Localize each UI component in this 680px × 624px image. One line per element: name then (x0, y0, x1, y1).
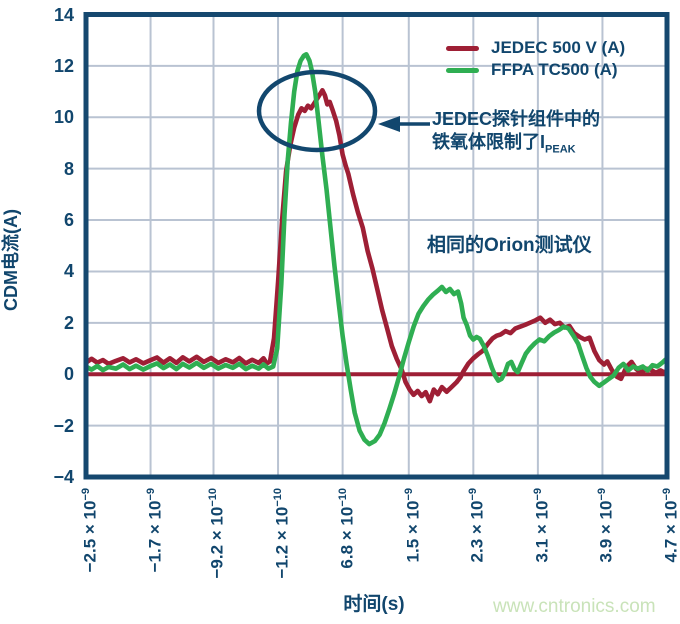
ipeak-subscript: PEAK (545, 143, 576, 156)
legend-swatch-icon (446, 45, 479, 51)
peak-highlight-ellipse (256, 69, 378, 153)
annotation-arrow-head-icon (378, 116, 400, 132)
ferrite-annotation-line2: 铁氧体限制了IPEAK (432, 132, 576, 156)
y-tick-label: −4 (53, 467, 74, 487)
y-tick-label: 10 (53, 107, 74, 128)
legend-item: JEDEC 500 V (A) (446, 37, 625, 59)
y-tick-label: 0 (63, 364, 74, 385)
watermark: www.cntronics.com (493, 596, 656, 617)
x-tick-label: 4.7 × 10−9 (661, 488, 680, 563)
x-tick-label: −9.2 × 10−10 (207, 488, 228, 579)
x-tick-label: 2.3 × 10−9 (467, 488, 487, 563)
plot-border (83, 12, 670, 480)
ffpa-curve (85, 51, 668, 447)
y-tick-label: 14 (53, 4, 74, 25)
y-tick-label: 6 (63, 210, 74, 231)
x-tick-label: 3.1 × 10−9 (531, 488, 552, 563)
legend-item: FFPA TC500 (A) (446, 59, 625, 81)
y-tick-label: 12 (53, 55, 74, 76)
x-tick-label: −1.2 × 10−10 (272, 488, 292, 579)
y-tick-label: 2 (63, 312, 74, 333)
x-tick-label: 1.5 × 10−9 (402, 488, 423, 563)
tester-annotation: 相同的Orion测试仪 (427, 235, 592, 256)
x-tick-label: 3.9 × 10−9 (596, 488, 617, 563)
ferrite-annotation-line1: JEDEC探针组件中的 (432, 109, 601, 129)
x-tick-label: −1.7 × 10−9 (144, 488, 165, 573)
y-tick-label: 4 (63, 261, 74, 282)
ferrite-annotation: JEDEC探针组件中的 铁氧体限制了IPEAK (432, 108, 662, 162)
x-tick-label: −2.5 × 10−9 (80, 488, 100, 573)
x-tick-label: 6.8 × 10−10 (336, 488, 357, 569)
y-tick-label: 8 (63, 158, 74, 179)
y-axis-title: CDM电流(A) (1, 209, 21, 311)
x-axis-title: 时间(s) (343, 594, 405, 615)
legend: JEDEC 500 V (A) FFPA TC500 (A) (446, 37, 625, 81)
legend-label: FFPA TC500 (A) (491, 60, 618, 79)
legend-label: JEDEC 500 V (A) (491, 38, 626, 57)
legend-swatch-icon (446, 67, 479, 73)
y-tick-label: −2 (53, 415, 74, 436)
